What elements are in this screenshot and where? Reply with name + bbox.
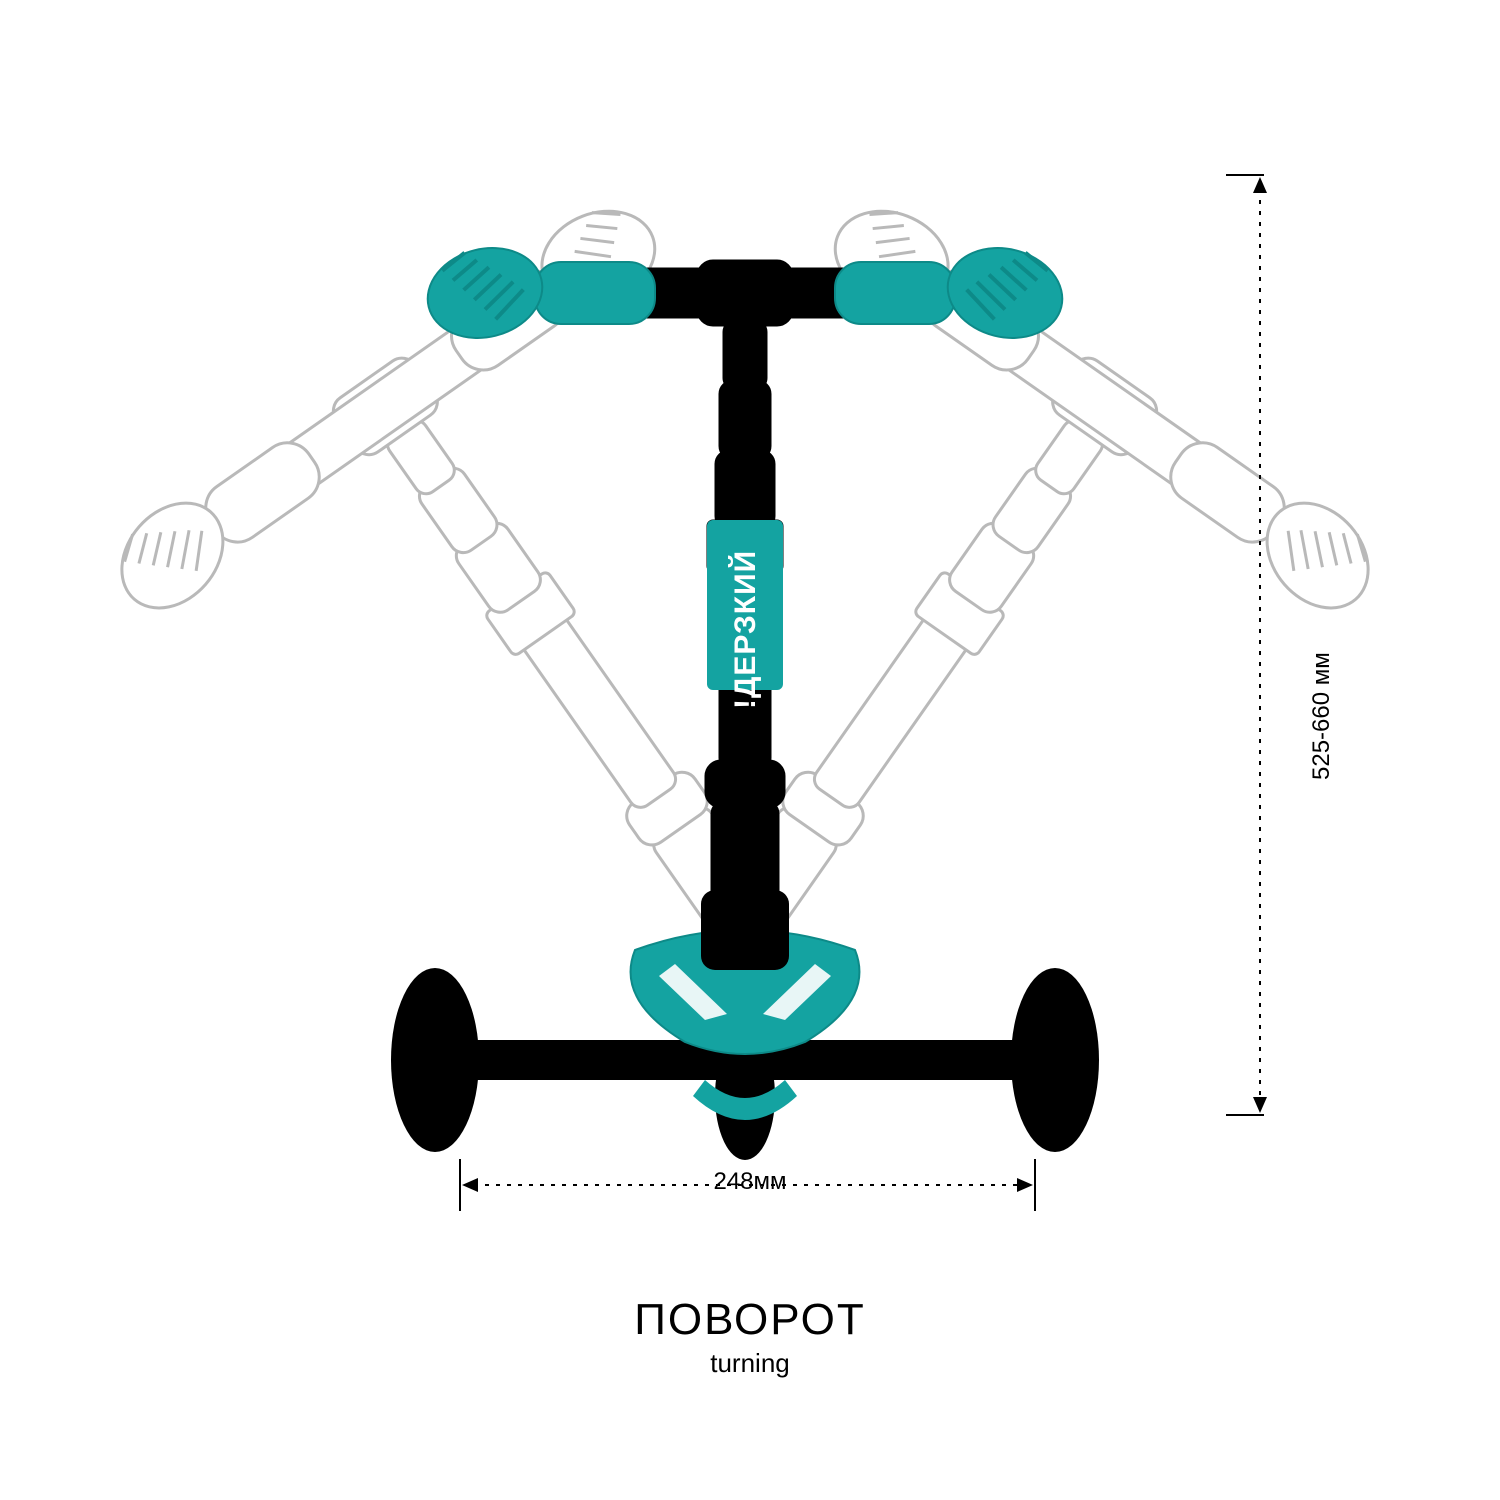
- diagram-stage: ПОВОРОТ turning 248мм 525-660 мм !ДЕРЗКИ…: [0, 0, 1500, 1500]
- height-dimension-label: 525-660 мм: [1308, 652, 1336, 780]
- brand-label: !ДЕРЗКИЙ: [666, 631, 826, 709]
- width-dimension-label: 248мм: [0, 1168, 1500, 1196]
- scooter-base: [391, 890, 1099, 1160]
- scooter-diagram-svg: [0, 0, 1500, 1500]
- title-en: turning: [0, 1348, 1500, 1379]
- title-ru: ПОВОРОТ: [0, 1295, 1500, 1345]
